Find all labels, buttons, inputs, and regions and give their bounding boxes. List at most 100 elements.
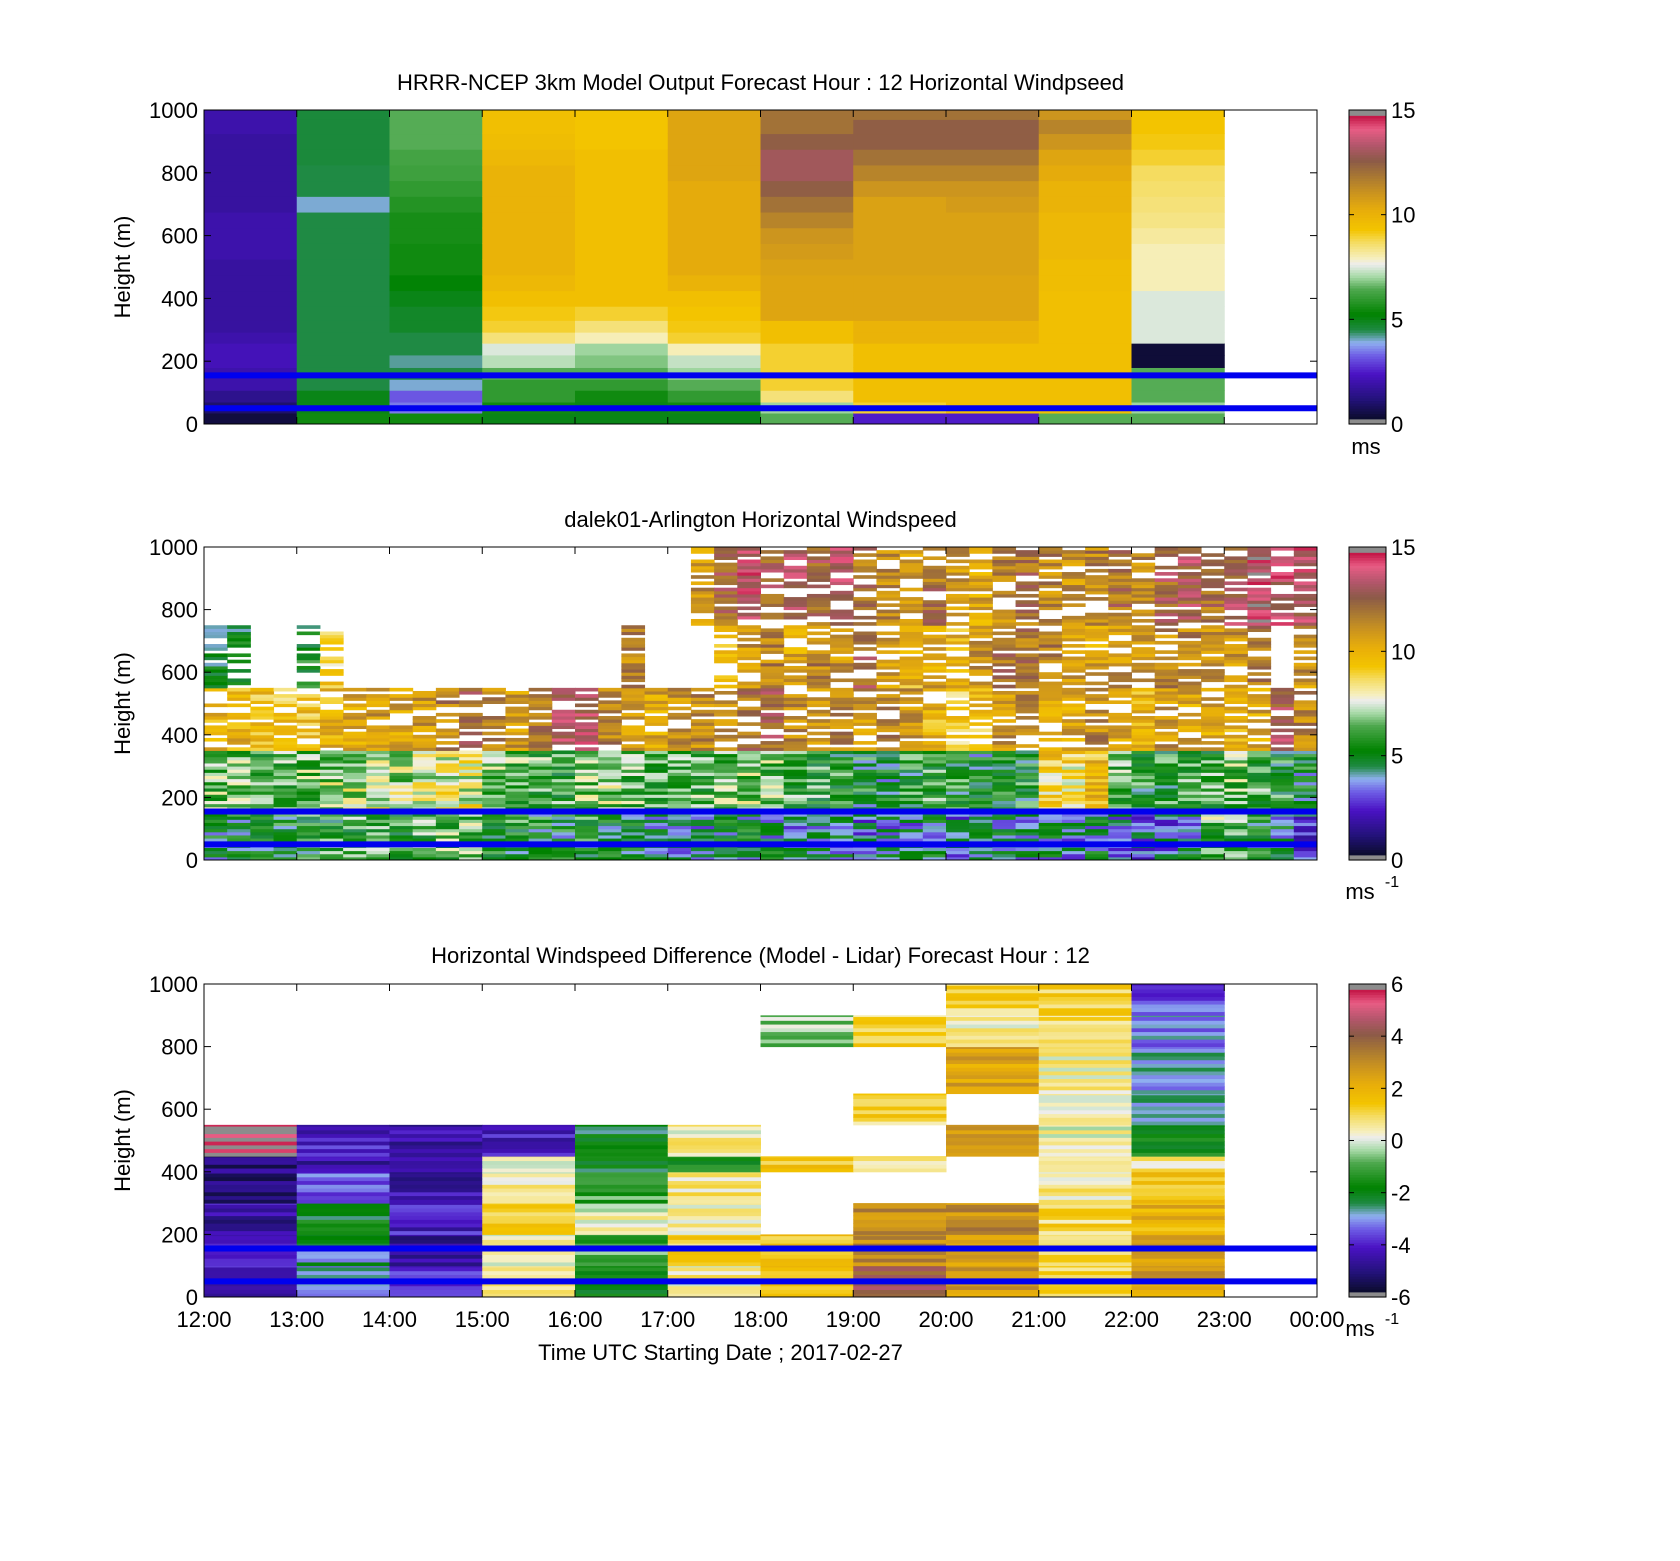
heatmap-cell	[412, 734, 437, 739]
heatmap-cell	[1201, 606, 1225, 611]
heatmap-cell	[204, 769, 228, 773]
heatmap-cell	[343, 831, 367, 836]
heatmap-cell	[737, 587, 761, 592]
heatmap-cell	[482, 306, 576, 321]
heatmap-cell	[783, 784, 808, 789]
heatmap-cell	[946, 1226, 1040, 1232]
heatmap-cell	[783, 800, 808, 805]
y-tick-label: 400	[161, 723, 198, 748]
heatmap-cell	[876, 581, 901, 586]
heatmap-cell	[1085, 753, 1109, 758]
heatmap-cell	[853, 665, 877, 670]
heatmap-cell	[853, 559, 877, 564]
heatmap-cell	[644, 800, 669, 805]
colorbar-segment	[1349, 713, 1386, 718]
heatmap-cell	[737, 825, 761, 830]
heatmap-cell	[482, 1168, 576, 1173]
heatmap-cell	[737, 819, 761, 823]
heatmap-cell	[204, 413, 298, 425]
heatmap-cell	[1293, 797, 1318, 802]
heatmap-cell	[319, 669, 344, 673]
heatmap-cell	[667, 1261, 761, 1267]
colorbar-segment	[1349, 547, 1386, 551]
heatmap-cell	[598, 750, 622, 755]
heatmap-cell	[992, 578, 1017, 582]
heatmap-cell	[204, 631, 228, 636]
heatmap-cell	[273, 747, 298, 751]
heatmap-cell	[482, 1126, 576, 1131]
heatmap-cell	[366, 788, 390, 792]
colorbar-segment	[1349, 141, 1386, 145]
heatmap-cell	[296, 791, 321, 795]
heatmap-cell	[667, 243, 761, 260]
heatmap-cell	[435, 741, 460, 745]
heatmap-cell	[435, 803, 460, 808]
heatmap-cell	[1038, 133, 1132, 150]
heatmap-cell	[389, 1188, 483, 1193]
heatmap-cell	[1108, 813, 1132, 817]
heatmap-cell	[714, 709, 738, 714]
heatmap-cell	[1061, 631, 1086, 636]
heatmap-cell	[1061, 622, 1086, 626]
colorbar-segment	[1349, 1025, 1386, 1029]
y-tick-label: 0	[186, 848, 198, 873]
heatmap-cell	[1293, 637, 1318, 642]
heatmap-cell	[1061, 775, 1086, 780]
colorbar-segment	[1349, 1103, 1386, 1108]
heatmap-cell	[899, 644, 924, 648]
heatmap-cell	[528, 791, 553, 795]
heatmap-cell	[737, 625, 761, 629]
heatmap-cell	[598, 741, 622, 745]
colorbar-segment	[1349, 416, 1386, 420]
heatmap-cell	[1131, 1243, 1225, 1248]
heatmap-cell	[1177, 694, 1202, 698]
heatmap-cell	[806, 650, 831, 654]
heatmap-cell	[1247, 737, 1272, 742]
heatmap-cell	[435, 759, 460, 764]
heatmap-cell	[250, 716, 275, 720]
heatmap-cell	[621, 672, 646, 676]
heatmap-cell	[667, 847, 692, 852]
heatmap-cell	[644, 750, 669, 755]
heatmap-cell	[1293, 734, 1318, 739]
y-axis-label: Height (m)	[110, 1089, 135, 1192]
heatmap-cell	[946, 775, 970, 780]
heatmap-cell	[1293, 712, 1318, 717]
heatmap-cell	[737, 575, 761, 579]
heatmap-cell	[528, 753, 553, 758]
heatmap-cell	[296, 1211, 390, 1217]
heatmap-cell	[1085, 578, 1109, 582]
heatmap-cell	[319, 781, 344, 786]
heatmap-cell	[1038, 164, 1132, 182]
heatmap-cell	[922, 834, 947, 839]
heatmap-cell	[714, 547, 738, 551]
heatmap-cell	[714, 769, 738, 773]
heatmap-cell	[876, 612, 901, 617]
heatmap-cell	[667, 762, 692, 767]
heatmap-cell	[1015, 803, 1040, 808]
heatmap-cell	[204, 797, 228, 802]
heatmap-cell	[621, 647, 646, 651]
heatmap-cell	[737, 813, 761, 817]
heatmap-cell	[227, 625, 251, 629]
heatmap-cell	[922, 615, 947, 620]
heatmap-cell	[690, 565, 715, 570]
heatmap-cell	[969, 672, 993, 676]
heatmap-cell	[598, 737, 622, 742]
heatmap-cell	[227, 640, 251, 645]
heatmap-cell	[366, 687, 390, 692]
heatmap-cell	[1293, 568, 1318, 573]
heatmap-cell	[575, 1137, 669, 1142]
colorbar-tick-label: 4	[1391, 1024, 1403, 1049]
colorbar-segment	[1349, 841, 1386, 845]
heatmap-cell	[969, 584, 993, 589]
colorbar-segment	[1349, 196, 1386, 200]
heatmap-cell	[1038, 565, 1063, 570]
heatmap-cell	[969, 575, 993, 579]
heatmap-cell	[714, 659, 738, 664]
heatmap-cell	[899, 572, 924, 576]
heatmap-cell	[946, 728, 970, 733]
heatmap-cell	[969, 800, 993, 805]
heatmap-cell	[714, 600, 738, 604]
